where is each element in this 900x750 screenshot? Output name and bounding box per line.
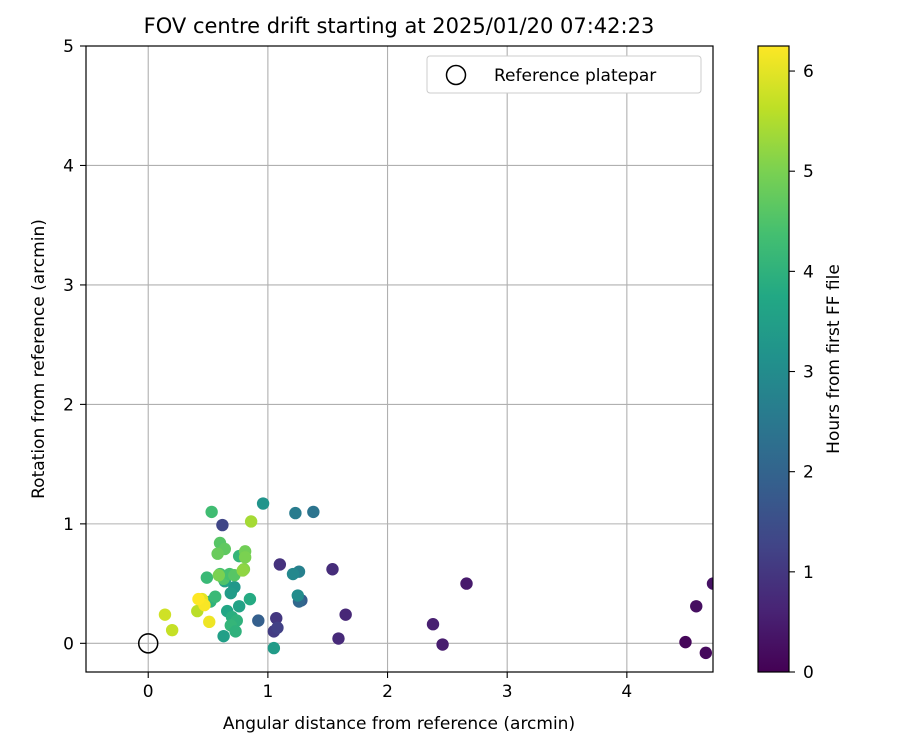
scatter-point (216, 518, 229, 532)
x-tick-label: 1 (262, 682, 273, 702)
colorbar-tick-label: 0 (803, 663, 814, 683)
x-tick-label: 3 (502, 682, 513, 702)
scatter-point (238, 551, 252, 564)
scatter-point (271, 621, 284, 634)
reference-platepar-marker (137, 633, 159, 654)
plot-frame (85, 45, 714, 673)
colorbar-tick-label: 1 (803, 563, 814, 583)
scatter-point (243, 592, 257, 606)
y-axis-label: Rotation from reference (arcmin) (29, 219, 49, 499)
y-tick-label: 5 (63, 37, 74, 57)
colorbar-gradient (758, 46, 789, 672)
scatter-point (699, 646, 713, 660)
scatter-point (211, 547, 224, 560)
legend-marker-icon (445, 64, 467, 86)
scatter-point (679, 635, 692, 649)
scatter-point (307, 505, 320, 519)
scatter-point (209, 590, 222, 603)
colorbar-tick-label: 4 (803, 262, 814, 282)
scatter-point (203, 615, 216, 629)
scatter-point (217, 629, 230, 643)
legend-box (426, 55, 702, 94)
x-tick-label: 2 (382, 682, 393, 702)
scatter-point (232, 600, 246, 613)
scatter-point (690, 600, 703, 613)
colorbar-tick-label: 2 (803, 463, 814, 483)
scatter-point (273, 558, 287, 571)
scatter-point (256, 497, 270, 510)
scatter-point (229, 625, 242, 638)
scatter-point (267, 641, 281, 655)
y-tick-label: 3 (63, 276, 74, 296)
scatter-point (326, 563, 339, 576)
chart-title: FOV centre drift starting at 2025/01/20 … (144, 14, 655, 38)
scatter-point (252, 614, 265, 627)
data-points (158, 497, 713, 660)
y-tick-label: 4 (63, 156, 74, 176)
y-axis-ticks: 0 1 2 3 4 5 (63, 37, 86, 654)
scatter-point (289, 506, 302, 520)
colorbar-tick-label: 3 (803, 363, 814, 383)
scatter-point (192, 592, 205, 606)
scatter-point (224, 586, 237, 600)
x-axis-label: Angular distance from reference (arcmin) (223, 714, 575, 734)
x-tick-label: 0 (143, 682, 154, 702)
scatter-point (236, 564, 249, 577)
x-tick-label: 4 (621, 682, 632, 702)
scatter-point (332, 632, 345, 645)
colorbar-ticks: 0 1 2 3 4 5 6 (789, 62, 814, 683)
scatter-point (270, 612, 283, 625)
scatter-point (460, 577, 473, 590)
plot-area (86, 46, 713, 672)
scatter-point (165, 623, 179, 637)
scatter-point (158, 608, 172, 621)
scatter-point (286, 567, 300, 581)
scatter-point (200, 571, 214, 584)
y-tick-label: 2 (63, 395, 74, 415)
colorbar: 0 1 2 3 4 5 6 Hours from first FF file (757, 45, 844, 683)
legend: Reference platepar (426, 55, 702, 94)
y-tick-label: 0 (63, 634, 74, 654)
scatter-point (706, 577, 713, 590)
colorbar-label: Hours from first FF file (824, 264, 844, 454)
colorbar-tick-label: 6 (803, 62, 814, 82)
scatter-point (205, 505, 218, 519)
colorbar-tick-label: 5 (803, 162, 814, 182)
scatter-point (426, 618, 440, 631)
scatter-point (339, 608, 352, 621)
y-tick-label: 1 (63, 515, 74, 535)
legend-label: Reference platepar (494, 66, 656, 86)
scatter-point (436, 638, 449, 651)
scatter-point (212, 569, 226, 582)
colorbar-frame (757, 45, 790, 673)
scatter-point (291, 589, 304, 602)
x-axis-ticks: 0 1 2 3 4 (143, 672, 632, 702)
scatter-point (244, 515, 258, 528)
